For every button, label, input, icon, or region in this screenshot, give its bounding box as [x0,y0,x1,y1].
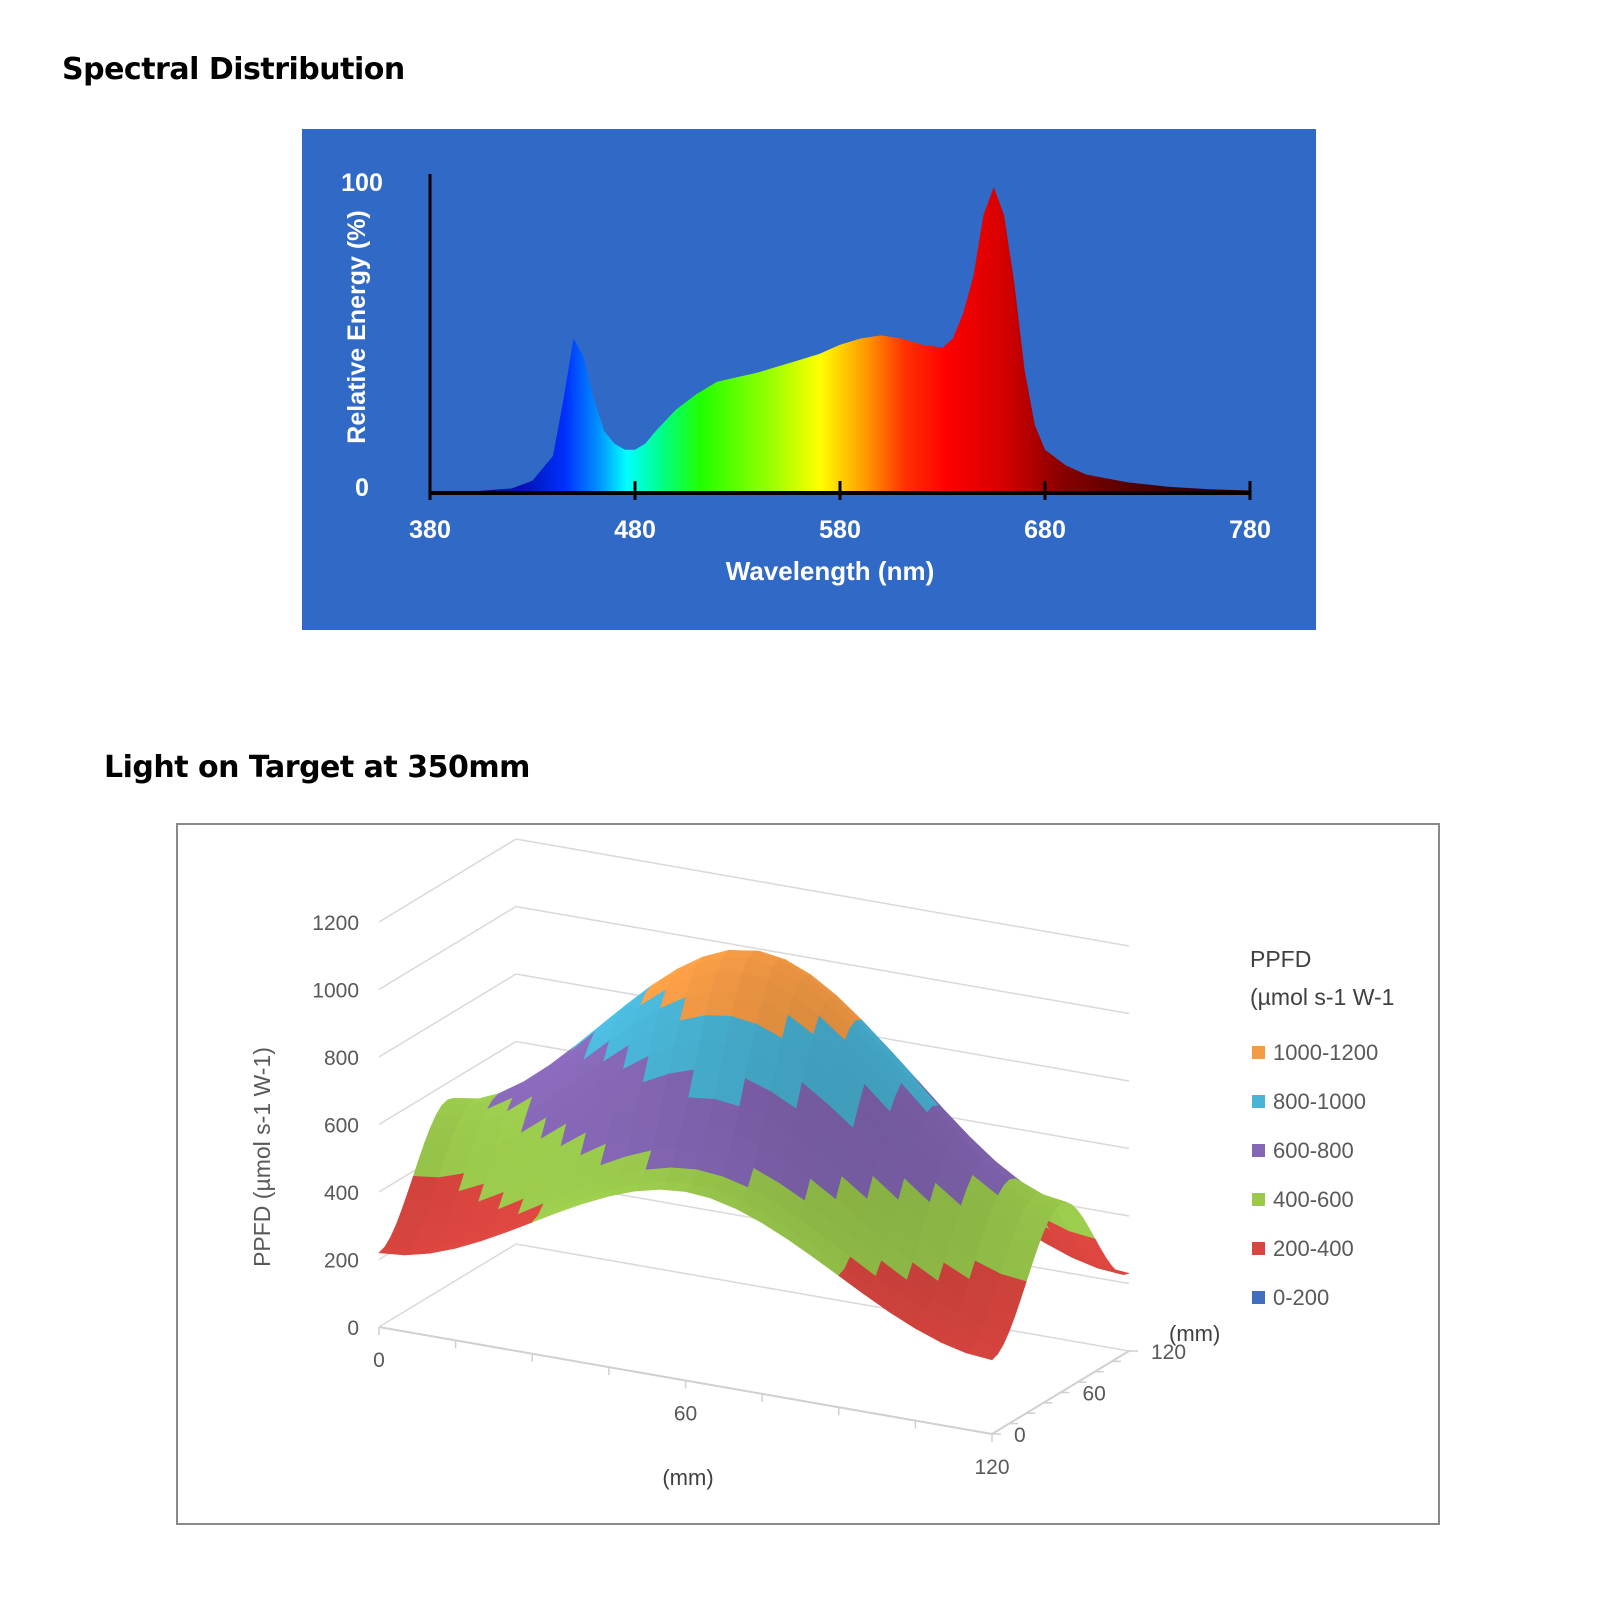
z-tick-label-1000: 1000 [312,980,359,1003]
ppfd-surface-chart: 0 200 400 600 800 1000 1200 0 60 120 0 60 120 PPFD (… [176,823,1440,1525]
legend-swatch-200-400 [1252,1242,1265,1255]
x-tick-label-680: 680 [1024,516,1066,544]
x-tick-label-380: 380 [409,516,451,544]
depth-tick-label-60: 60 [1083,1383,1106,1406]
z-gridline-1200 [378,838,1130,947]
depth-axis-unit-label: (mm) [1169,1321,1220,1346]
x-axis-label: Wavelength (nm) [726,556,934,586]
legend-label-600-800: 600-800 [1273,1138,1354,1163]
spectrum-area [430,187,1250,493]
x-tick-label-60: 60 [674,1403,697,1426]
legend-label-800-1000: 800-1000 [1273,1089,1366,1114]
legend-swatch-800-1000 [1252,1095,1265,1108]
legend-label-1000-1200: 1000-1200 [1273,1040,1378,1065]
x-tick-label-0: 0 [373,1349,385,1372]
z-gridline-800 [378,973,1130,1082]
x-tick-label-120: 120 [974,1456,1009,1479]
depth-tick-label-120: 120 [1151,1341,1186,1364]
x-axis-unit-label: (mm) [662,1465,713,1490]
z-axis-label: PPFD (µmol s-1 W-1) [249,1047,275,1267]
light-on-target-title: Light on Target at 350mm [104,750,530,785]
legend-swatch-600-800 [1252,1144,1265,1157]
y-tick-label-100: 100 [341,169,383,197]
legend: PPFD (µmol s-1 W-1 1000-1200 800-1000 600-… [1250,946,1394,1310]
z-tick-label-800: 800 [324,1047,359,1070]
legend-swatch-400-600 [1252,1193,1265,1206]
legend-label-200-400: 200-400 [1273,1236,1354,1261]
legend-label-0-200: 0-200 [1273,1285,1329,1310]
legend-swatch-0-200 [1252,1291,1265,1304]
legend-label-400-600: 400-600 [1273,1187,1354,1212]
legend-title-line1: PPFD [1250,946,1311,972]
y-axis-label: Relative Energy (%) [343,210,371,443]
legend-title-line2: (µmol s-1 W-1 [1250,984,1394,1010]
x-tick-label-780: 780 [1229,516,1271,544]
y-tick-label-0: 0 [355,474,369,502]
surface-patch [965,1346,999,1361]
z-tick-label-1200: 1200 [312,912,359,935]
spectral-distribution-title: Spectral Distribution [62,52,405,87]
z-tick-label-600: 600 [324,1115,359,1138]
spectral-distribution-chart: 380 480 580 680 780 100 0 Relative Energy (%… [302,129,1316,630]
legend-swatch-1000-1200 [1252,1046,1265,1059]
z-tick-label-400: 400 [324,1182,359,1205]
z-gridline-1000 [378,905,1130,1015]
x-tick-label-480: 480 [614,516,656,544]
spectrum-svg: 380 480 580 680 780 100 0 Relative Energy (%… [302,129,1316,630]
depth-tick-label-0: 0 [1014,1424,1026,1447]
z-tick-label-0: 0 [347,1317,359,1340]
z-tick-label-200: 200 [324,1250,359,1273]
x-tick-label-580: 580 [819,516,861,544]
